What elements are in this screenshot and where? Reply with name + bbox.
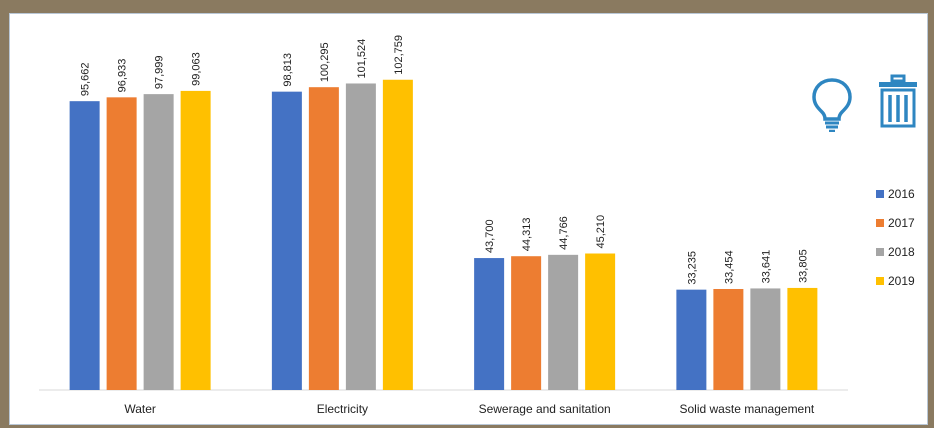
legend-label: 2019 [888,274,915,288]
category-label: Sewerage and sanitation [479,402,611,416]
data-label: 33,805 [797,249,809,283]
data-label: 100,295 [319,42,331,82]
category-label: Water [124,402,156,416]
legend-label: 2018 [888,245,915,259]
legend-swatch [876,190,884,198]
trash-icon[interactable] [876,74,920,128]
data-label: 33,641 [760,250,772,284]
bar-chart: 95,662 96,933 97,999 99,063 Water 98,813 100,2… [39,35,848,416]
bar-2018-0 [143,94,174,390]
legend-item: 2016 [876,186,915,202]
bar-2016-0 [69,101,100,390]
data-label: 44,766 [558,216,570,250]
data-label: 96,933 [117,59,129,93]
bar-2017-2 [511,256,542,390]
bar-2016-2 [474,258,505,390]
data-label: 95,662 [80,63,92,97]
legend-item: 2017 [876,215,915,231]
data-label: 101,524 [356,39,368,79]
bar-2016-3 [676,289,707,390]
legend-label: 2016 [888,187,915,201]
bar-2019-2 [585,253,616,390]
data-label: 99,063 [191,52,203,86]
chart-panel: 95,662 96,933 97,999 99,063 Water 98,813 100,2… [9,13,928,425]
legend-label: 2017 [888,216,915,230]
category-label: Solid waste management [680,402,815,416]
bar-2017-0 [106,97,137,390]
data-label: 98,813 [282,53,294,87]
legend-item: 2018 [876,244,915,260]
category-label: Electricity [317,402,368,416]
bar-2019-1 [382,79,413,391]
bar-2019-0 [180,90,211,390]
bar-2018-3 [750,288,781,390]
bar-2019-3 [787,287,818,390]
data-label: 44,313 [521,218,533,252]
bar-2017-3 [713,288,744,390]
lightbulb-icon[interactable] [810,76,854,132]
bar-2018-2 [548,254,579,390]
legend-item: 2019 [876,273,915,289]
bar-2017-1 [308,87,339,390]
data-label: 102,759 [393,35,405,75]
legend-swatch [876,248,884,256]
bar-2018-1 [345,83,376,390]
legend-swatch [876,219,884,227]
chart-legend: 2016 2017 2018 2019 [876,186,915,302]
data-label: 33,454 [723,250,735,284]
data-label: 33,235 [686,251,698,285]
bar-2016-1 [271,91,302,390]
legend-swatch [876,277,884,285]
data-label: 97,999 [154,55,166,89]
data-label: 43,700 [484,219,496,253]
data-label: 45,210 [595,215,607,249]
